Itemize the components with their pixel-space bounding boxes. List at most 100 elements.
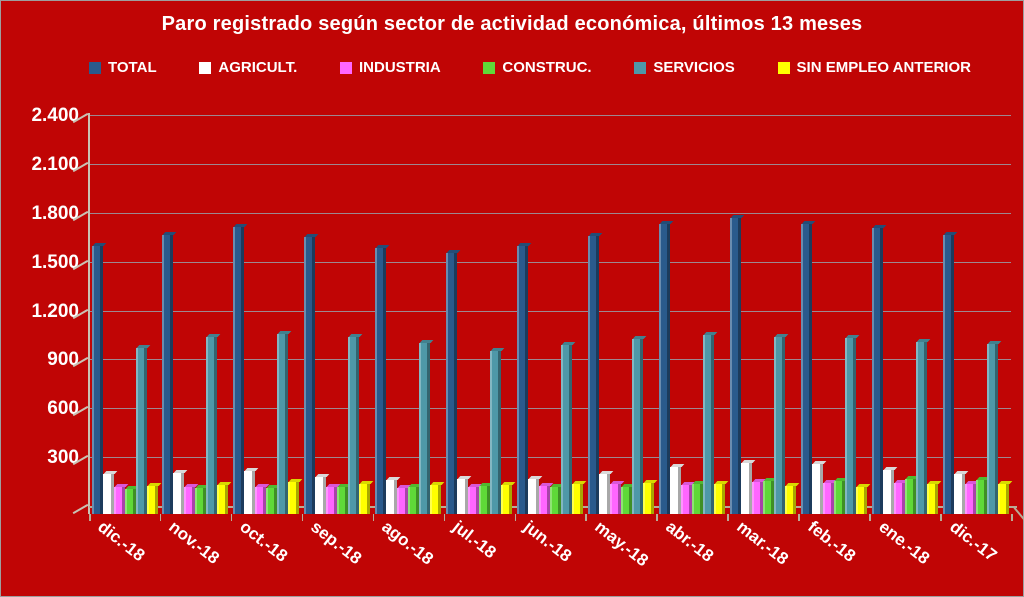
bar-construc-9 bbox=[691, 481, 707, 514]
bar-top-cap bbox=[730, 214, 745, 218]
bar-face bbox=[337, 487, 349, 514]
bar-top-cap bbox=[348, 333, 363, 337]
bar-face bbox=[713, 484, 725, 514]
y-tick-label: 900 bbox=[47, 349, 79, 371]
bar-total-9 bbox=[658, 221, 674, 514]
bar-servicios-2 bbox=[206, 333, 221, 514]
bar-agricult-9 bbox=[669, 464, 685, 514]
bar-top-cap bbox=[147, 482, 161, 486]
bar-total-7 bbox=[517, 243, 532, 514]
bar-agricult-10 bbox=[740, 460, 756, 514]
x-axis-tick-icon bbox=[514, 514, 517, 521]
bar-face bbox=[146, 485, 158, 514]
bar-sin-empleo-anterior-4 bbox=[359, 481, 374, 514]
bar-top-cap bbox=[446, 249, 461, 253]
bar-face bbox=[359, 484, 371, 514]
bar-face bbox=[904, 479, 916, 514]
bar-top-cap bbox=[987, 341, 1001, 345]
x-axis-tick-icon bbox=[798, 514, 800, 521]
y-tick-label: 1.500 bbox=[31, 251, 79, 273]
bar-face bbox=[162, 234, 174, 514]
x-axis-tick-icon bbox=[230, 514, 233, 521]
bar-servicios-13 bbox=[986, 341, 1001, 514]
bar-top-cap bbox=[856, 483, 871, 487]
x-axis-label: sep.-18 bbox=[307, 517, 366, 569]
bar-construc-2 bbox=[195, 484, 210, 514]
bar-face bbox=[762, 480, 774, 514]
legend-item-4: CONSTRUC. bbox=[483, 59, 592, 76]
bar-agricult-4 bbox=[315, 473, 330, 514]
bar-servicios-7 bbox=[561, 341, 576, 514]
bar-sin-empleo-anterior-6 bbox=[501, 482, 516, 514]
bar-face bbox=[173, 472, 185, 514]
bar-servicios-1 bbox=[135, 345, 150, 514]
bar-top-cap bbox=[785, 482, 800, 486]
legend-swatch-icon bbox=[340, 61, 352, 74]
bar-total-4 bbox=[304, 234, 319, 514]
bar-top-cap bbox=[457, 475, 472, 479]
bar-top-cap bbox=[801, 220, 816, 224]
bar-face bbox=[631, 339, 643, 514]
bar-agricult-13 bbox=[953, 471, 968, 514]
y-tick-label: 300 bbox=[47, 447, 79, 469]
y-tick-label: 2.400 bbox=[31, 105, 79, 126]
bar-total-6 bbox=[446, 249, 461, 514]
bar-face bbox=[953, 474, 965, 514]
bar-total-5 bbox=[375, 244, 390, 514]
bar-industria-6 bbox=[468, 484, 483, 514]
bar-sin-empleo-anterior-3 bbox=[288, 478, 303, 514]
bar-face bbox=[669, 467, 681, 514]
gridline bbox=[89, 163, 1011, 165]
legend-swatch-icon bbox=[777, 61, 790, 74]
bar-face bbox=[457, 478, 469, 514]
bar-sin-empleo-anterior-12 bbox=[926, 481, 941, 514]
bar-servicios-6 bbox=[490, 347, 505, 514]
x-axis-tick-icon bbox=[301, 514, 304, 521]
bar-face bbox=[479, 486, 491, 514]
bar-top-cap bbox=[943, 231, 957, 235]
legend-label: TOTAL bbox=[108, 59, 157, 76]
bar-face bbox=[740, 463, 752, 514]
x-axis-label: jun.-18 bbox=[520, 517, 576, 566]
x-axis-tick-icon bbox=[89, 514, 91, 521]
bar-top-cap bbox=[572, 481, 587, 485]
bar-construc-4 bbox=[337, 484, 352, 514]
bar-face bbox=[326, 486, 338, 514]
bar-face bbox=[397, 488, 409, 514]
bar-sin-empleo-anterior-1 bbox=[146, 482, 161, 514]
bar-face bbox=[255, 486, 267, 514]
legend-swatch-icon bbox=[634, 61, 647, 74]
bar-sin-empleo-anterior-10 bbox=[784, 482, 800, 514]
bar-top-cap bbox=[92, 243, 106, 247]
bar-face bbox=[419, 343, 431, 514]
bar-construc-3 bbox=[266, 485, 281, 514]
chart-title: Paro registrado según sector de activida… bbox=[161, 13, 863, 35]
bar-sin-empleo-anterior-5 bbox=[430, 482, 445, 514]
bar-top-cap bbox=[218, 482, 232, 486]
bar-face bbox=[113, 487, 125, 514]
bar-top-cap bbox=[845, 334, 860, 338]
bar-industria-5 bbox=[397, 485, 412, 514]
bar-industria-2 bbox=[184, 484, 199, 514]
bar-top-cap bbox=[561, 341, 576, 345]
bar-total-13 bbox=[942, 231, 957, 514]
x-axis-tick-icon bbox=[443, 514, 446, 521]
bar-total-1 bbox=[91, 243, 106, 514]
x-axis-label: nov.-18 bbox=[165, 517, 224, 568]
x-axis-label: oct.-18 bbox=[236, 517, 292, 566]
bar-face bbox=[468, 487, 480, 514]
bar-face bbox=[539, 485, 551, 514]
x-axis-tick-icon bbox=[656, 514, 658, 521]
bar-top-cap bbox=[163, 231, 177, 235]
bar-face bbox=[550, 486, 562, 514]
bar-face bbox=[642, 483, 654, 514]
bar-top-cap bbox=[872, 224, 886, 228]
bar-construc-11 bbox=[833, 477, 849, 514]
bar-construc-5 bbox=[408, 484, 423, 514]
bar-face bbox=[942, 234, 954, 514]
bar-agricult-3 bbox=[244, 468, 259, 514]
gridline bbox=[89, 261, 1011, 263]
bar-top-cap bbox=[812, 460, 827, 464]
bar-face bbox=[244, 471, 256, 514]
